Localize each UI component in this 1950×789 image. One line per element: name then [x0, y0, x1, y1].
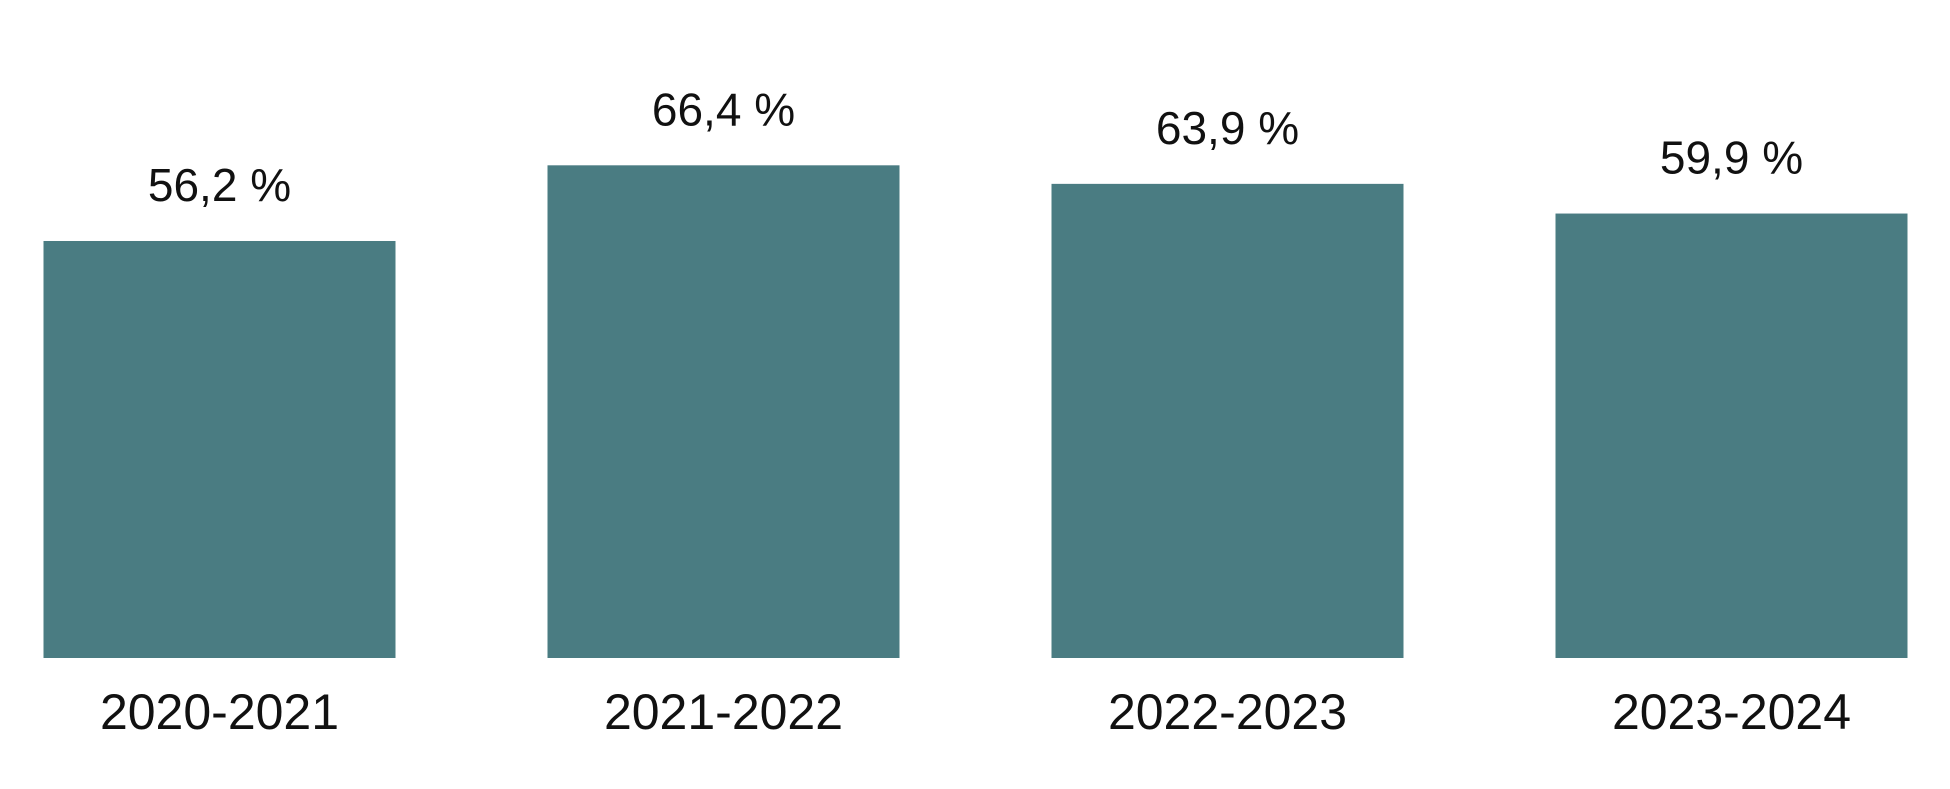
bar: [43, 240, 396, 658]
value-label: 59,9 %: [1660, 132, 1803, 184]
value-label: 63,9 %: [1156, 102, 1299, 154]
x-tick-label: 2023-2024: [1612, 684, 1851, 740]
x-tick-label: 2021-2022: [604, 684, 843, 740]
bar: [1051, 183, 1404, 658]
bar: [547, 165, 900, 658]
value-label: 66,4 %: [652, 83, 795, 135]
value-label: 56,2 %: [148, 159, 291, 211]
x-tick-label: 2020-2021: [100, 684, 339, 740]
x-tick-label: 2022-2023: [1108, 684, 1347, 740]
bar: [1555, 213, 1908, 659]
